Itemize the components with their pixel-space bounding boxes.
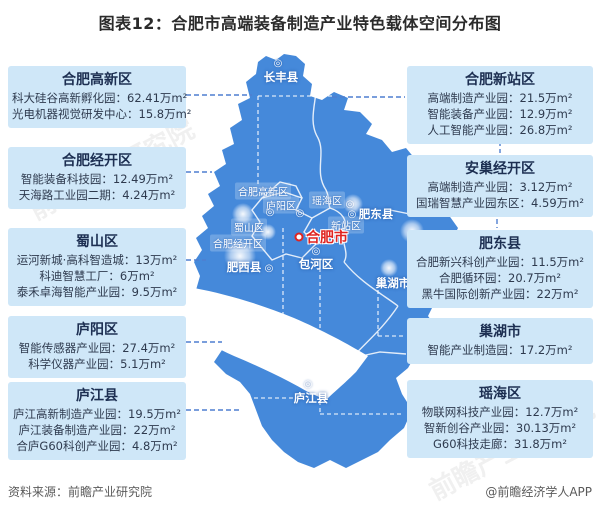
callout-title: 安巢经开区	[465, 161, 535, 177]
district-marker-icon: ◎	[345, 199, 355, 210]
callout-item: 合庐G60科创产业园：4.8万m²	[16, 439, 178, 453]
district-marker-icon: ◎	[273, 58, 283, 69]
callout-item: G60科技走廊：31.8万m²	[433, 437, 567, 451]
district-label: 肥西县	[226, 260, 262, 274]
callout-title: 瑶海区	[479, 386, 521, 402]
credit-note: @前瞻经济学人APP	[485, 485, 592, 499]
callout-item: 高端制造产业园：3.12万m²	[427, 180, 573, 194]
callout-item: 运河新城·高科智造城：13万m²	[16, 253, 178, 267]
callout-item: 天海路工业园二期：4.24万m²	[18, 188, 176, 202]
district-marker-icon: ◎	[303, 379, 313, 390]
callout-item: 智能产业制造园：17.2万m²	[427, 343, 573, 357]
callout-item: 庐江高新制造产业园：19.5万m²	[13, 407, 181, 421]
city-label: 合肥市	[306, 230, 348, 246]
callout-box: 瑶海区物联网科技产业园：12.7万m² 智新创谷产业园：30.13万m² G60科技…	[407, 380, 593, 458]
callout-item: 科大硅谷高新孵化园：62.41万m²	[12, 91, 188, 105]
highlight-glow	[224, 194, 424, 277]
callout-title: 庐江县	[76, 388, 118, 404]
callout-box: 合肥高新区科大硅谷高新孵化园：62.41万m² 光电机器视觉研发中心：15.8万m…	[8, 66, 192, 128]
callout-title: 合肥新站区	[465, 72, 535, 88]
callout-item: 智新创谷产业园：30.13万m²	[423, 421, 577, 435]
callout-box: 庐阳区智能传感器产业园：27.4万m² 科学仪器产业园：5.1万m²	[8, 316, 186, 378]
district-label: 瑶海区	[309, 191, 345, 209]
callout-box: 合肥新站区高端制造产业园：21.5万m² 智能装备产业园：12.9万m² 人工智能产…	[407, 66, 593, 144]
district-label: 巢湖市	[375, 276, 411, 290]
district-label: 包河区	[298, 257, 334, 271]
district-label: 合肥经开区	[210, 234, 266, 252]
district-marker-icon: ◎	[347, 209, 357, 220]
city-pin-icon	[294, 232, 304, 242]
district-marker-icon: ◎	[295, 208, 305, 219]
callout-item: 黑牛国际创新产业园：22万m²	[421, 287, 579, 301]
callout-item: 智能装备产业园：12.9万m²	[427, 107, 573, 121]
callout-title: 蜀山区	[76, 234, 118, 250]
district-label: 蜀山区	[231, 218, 267, 236]
callout-box: 安巢经开区高端制造产业园：3.12万m² 国瑞智慧产业园东区：4.59万m²	[407, 155, 593, 217]
callout-item: 泰禾卓海智能产业园：9.5万m²	[16, 285, 178, 299]
callout-item: 人工智能产业园：26.8万m²	[427, 123, 573, 137]
callout-box: 合肥经开区智能装备科技园：12.49万m² 天海路工业园二期：4.24万m²	[8, 147, 186, 209]
district-label: 新站区	[328, 216, 364, 234]
callout-title: 巢湖市	[479, 324, 521, 340]
district-label: 合肥高新区	[235, 182, 291, 200]
callout-box: 巢湖市智能产业制造园：17.2万m²	[407, 318, 593, 364]
callout-item: 光电机器视觉研发中心：15.8万m²	[12, 107, 192, 121]
callout-item: 物联网科技产业园：12.7万m²	[421, 405, 579, 419]
callout-item: 高端制造产业园：21.5万m²	[427, 91, 573, 105]
callout-item: 智能装备科技园：12.49万m²	[20, 172, 174, 186]
page-title: 图表12：合肥市高端装备制造产业特色载体空间分布图	[98, 14, 502, 33]
district-marker-icon: ◎	[264, 263, 274, 274]
district-marker-icon: ◎	[265, 207, 275, 218]
callout-title: 合肥经开区	[62, 153, 132, 169]
callout-item: 合肥循环园：20.7万m²	[439, 271, 561, 285]
district-label: 庐阳区	[263, 196, 299, 214]
district-label: 肥东县	[358, 207, 394, 221]
callout-title: 庐阳区	[76, 322, 118, 338]
callout-item: 合肥新兴科创产业园：11.5万m²	[416, 255, 584, 269]
callout-box: 蜀山区运河新城·高科智造城：13万m² 科迪智慧工厂：6万m² 泰禾卓海智能产业园：…	[8, 228, 186, 306]
callout-item: 智能传感器产业园：27.4万m²	[18, 341, 176, 355]
callout-title: 合肥高新区	[62, 72, 132, 88]
callout-title: 肥东县	[479, 236, 521, 252]
callout-item: 庐江装备制造产业园：22万m²	[18, 423, 176, 437]
chao-lake	[194, 288, 368, 400]
callout-item: 科学仪器产业园：5.1万m²	[28, 357, 166, 371]
callout-box: 肥东县合肥新兴科创产业园：11.5万m² 合肥循环园：20.7万m² 黑牛国际创新产…	[407, 230, 593, 308]
district-label: 长丰县	[263, 70, 299, 84]
callout-item: 国瑞智慧产业园东区：4.59万m²	[416, 196, 584, 210]
district-label: 庐江县	[293, 391, 329, 405]
callout-item: 科迪智慧工厂：6万m²	[39, 269, 155, 283]
source-note: 资料来源：前瞻产业研究院	[8, 485, 153, 499]
district-marker-icon: ◎	[311, 246, 321, 257]
callout-box: 庐江县庐江高新制造产业园：19.5万m² 庐江装备制造产业园：22万m² 合庐G60…	[8, 382, 186, 460]
